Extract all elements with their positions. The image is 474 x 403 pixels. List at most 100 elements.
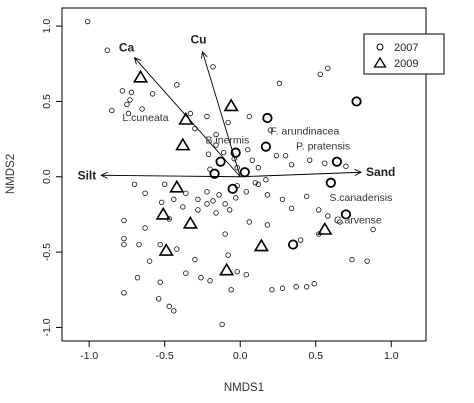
data-point-circle — [195, 207, 201, 213]
data-point-circle — [288, 205, 295, 212]
data-point-circle — [174, 82, 180, 88]
data-point-circle — [121, 290, 127, 296]
species-label: L.cuneata — [122, 112, 168, 124]
data-point-circle — [187, 110, 194, 117]
data-point-circle — [180, 204, 186, 210]
data-point-circle — [139, 106, 145, 112]
species-labels: L.cuneata B.inermis F. arundinacea P. prate… — [122, 112, 392, 226]
data-point-bold-circle — [230, 147, 241, 158]
y-axis-label: NMDS2 — [5, 154, 17, 194]
data-point-triangle — [182, 215, 198, 229]
species-label: F. arundinacea — [270, 126, 339, 138]
data-point-circle — [276, 80, 283, 87]
data-point-circle — [125, 110, 132, 117]
x-tick-label: 1.0 — [384, 350, 399, 362]
data-point-circle — [249, 157, 256, 163]
data-point-circle — [225, 252, 231, 258]
data-point-circle — [171, 196, 177, 203]
data-point-circle — [337, 219, 343, 225]
data-point-circle — [293, 284, 299, 290]
data-point-circle — [243, 189, 249, 195]
legend-label-2007: 2007 — [394, 42, 418, 54]
data-point-triangle — [169, 179, 185, 193]
data-point-circle — [370, 226, 376, 233]
data-point-circle — [204, 113, 210, 120]
data-point-circle — [127, 97, 133, 103]
data-point-circle — [282, 152, 289, 159]
species-label: B.inermis — [205, 135, 249, 147]
data-point-circle — [364, 258, 370, 264]
species-label: P. pratensis — [296, 141, 350, 153]
data-point-circle — [232, 195, 239, 201]
data-point-circle — [119, 88, 126, 94]
x-tick-label: 0.0 — [233, 350, 248, 362]
data-point-circle — [174, 246, 180, 252]
data-point-circle — [142, 225, 148, 231]
data-point-circle — [183, 190, 189, 197]
data-point-circle — [109, 107, 115, 114]
legend-label-2009: 2009 — [394, 58, 418, 70]
data-point-triangle — [219, 262, 235, 276]
data-point-circle — [226, 207, 233, 213]
data-point-circle — [267, 127, 274, 133]
data-point-circle — [349, 256, 355, 263]
data-points — [84, 18, 420, 328]
data-point-circle — [222, 201, 228, 207]
data-point-circle — [243, 272, 249, 278]
data-point-circle — [279, 196, 286, 203]
data-point-circle — [325, 65, 331, 71]
data-point-circle — [246, 219, 252, 225]
data-point-circle — [210, 198, 216, 204]
data-point-circle — [316, 207, 322, 213]
data-point-circle — [136, 241, 142, 248]
data-point-bold-circle — [331, 156, 342, 167]
y-tick-label: -0.5 — [41, 243, 53, 261]
data-point-circle — [213, 210, 219, 216]
data-point-circle — [317, 71, 323, 77]
plot-frame — [61, 7, 427, 342]
data-point-circle — [297, 237, 304, 243]
data-point-circle — [222, 231, 228, 237]
data-point-circle — [204, 189, 210, 195]
data-point-circle — [343, 163, 349, 169]
data-point-circle — [134, 275, 141, 281]
legend-circle-marker — [376, 43, 384, 51]
data-point-circle — [149, 91, 156, 97]
vector-line — [202, 51, 241, 177]
vector-label: Ca — [119, 41, 135, 55]
vector-line — [134, 57, 241, 178]
data-point-bold-circle — [227, 183, 238, 194]
data-point-bold-circle — [209, 168, 220, 179]
data-point-circle — [219, 321, 225, 328]
vector-label: Sand — [366, 165, 395, 179]
data-point-bold-circle — [351, 96, 362, 107]
data-point-circle — [234, 268, 240, 275]
data-point-circle — [273, 152, 280, 159]
data-point-triangle — [253, 238, 269, 252]
data-point-circle — [311, 281, 317, 287]
y-tick-label: -1.0 — [41, 318, 53, 336]
data-point-circle — [269, 287, 275, 293]
vector-label: Cu — [190, 33, 206, 47]
data-point-circle — [131, 181, 138, 187]
y-tick-label: 1.0 — [41, 19, 53, 34]
data-point-bold-circle — [215, 156, 226, 167]
data-point-circle — [146, 258, 153, 264]
data-point-circle — [121, 241, 127, 248]
species-label: S.canadensis — [329, 192, 392, 204]
data-point-triangle — [223, 98, 239, 112]
data-point-circle — [171, 308, 177, 314]
vector-arrowhead — [133, 56, 142, 65]
data-point-circle — [157, 241, 163, 248]
data-point-circle — [183, 270, 189, 276]
legend-triangle-marker — [373, 56, 387, 68]
x-axis-label: NMDS1 — [224, 382, 264, 394]
data-point-bold-circle — [287, 239, 299, 250]
x-tick-label: -1.0 — [80, 350, 98, 362]
data-point-triangle — [158, 243, 174, 256]
data-point-circle — [213, 131, 219, 138]
data-point-circle — [264, 192, 271, 198]
data-point-circle — [307, 157, 313, 163]
data-point-circle — [121, 217, 127, 224]
data-point-circle — [322, 160, 328, 166]
